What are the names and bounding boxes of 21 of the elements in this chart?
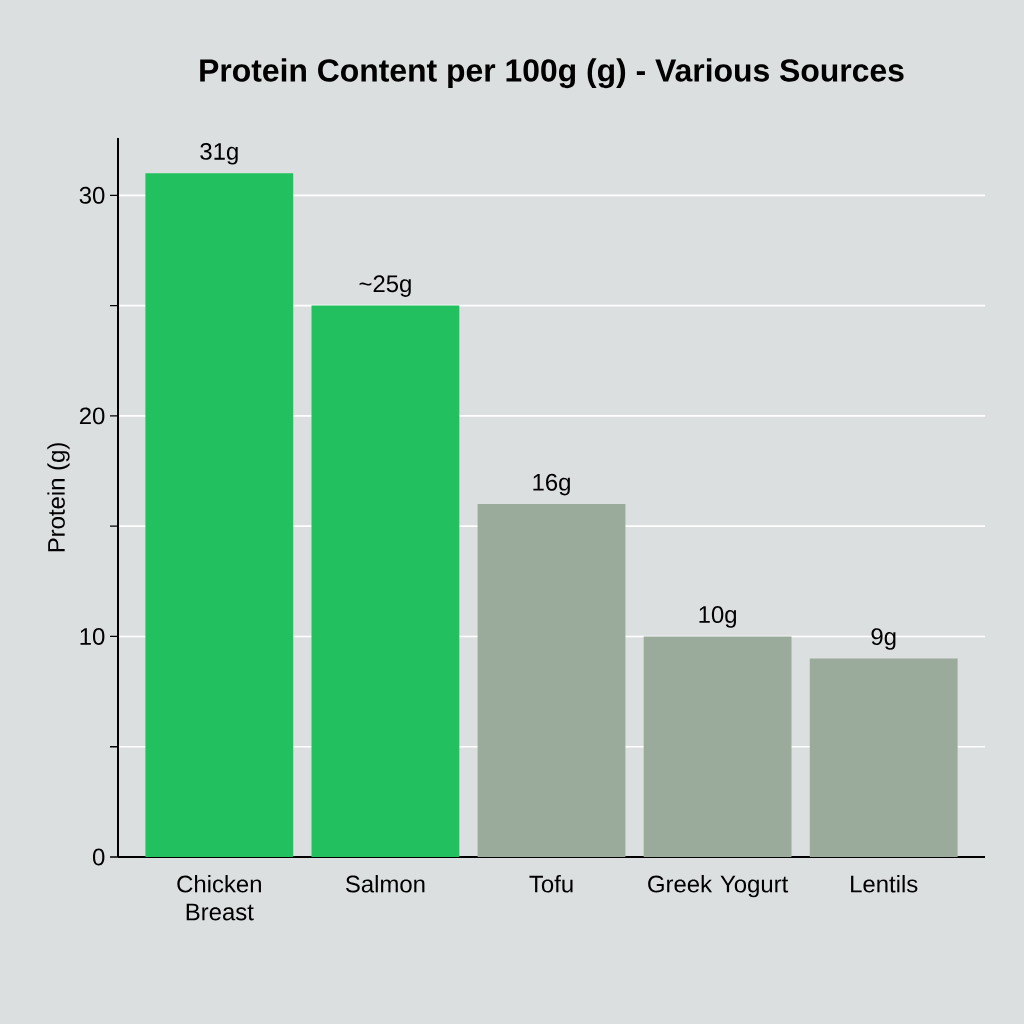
chart-title: Protein Content per 100g (g) - Various Sources bbox=[200, 58, 904, 89]
bar bbox=[643, 636, 792, 857]
y-tick-label: 30 bbox=[79, 186, 105, 204]
bar bbox=[477, 504, 626, 857]
x-tick-label: Chicken Breast bbox=[177, 874, 261, 921]
y-tick-label: 20 bbox=[79, 407, 105, 425]
bar bbox=[809, 658, 958, 857]
y-tick-label: 0 bbox=[92, 848, 105, 866]
data-label: 31g bbox=[200, 142, 238, 165]
data-label: 10g bbox=[699, 606, 736, 628]
x-tick-label: Tofu bbox=[529, 874, 573, 893]
data-label: 9g bbox=[871, 628, 896, 650]
x-tick-label: Greek Yogurt bbox=[648, 874, 789, 898]
y-axis-title: Protein (g) bbox=[47, 443, 70, 552]
bar bbox=[145, 173, 294, 857]
y-tick-label: 10 bbox=[80, 627, 105, 645]
x-tick-label: Lentils bbox=[851, 874, 918, 893]
data-label: ~25g bbox=[359, 275, 411, 297]
data-label: 16g bbox=[533, 473, 570, 496]
bar bbox=[311, 305, 460, 857]
x-tick-label: Salmon bbox=[345, 874, 425, 893]
